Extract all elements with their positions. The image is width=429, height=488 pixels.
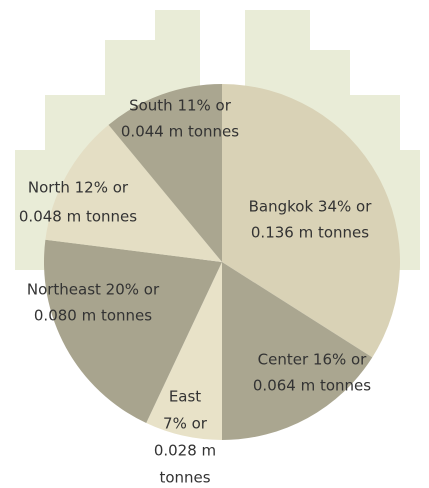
data-label: 0.048 m tonnes — [19, 208, 137, 226]
data-label: East — [169, 388, 201, 406]
pie — [44, 84, 400, 440]
data-label: 0.028 m — [154, 442, 216, 460]
pie-slice — [45, 124, 223, 263]
pie-slice — [108, 84, 222, 262]
data-label: Center 16% or — [258, 351, 368, 369]
pie-slice — [222, 84, 400, 358]
data-label: South 11% or — [129, 97, 232, 115]
labels: Bangkok 34% or 0.136 m tonnes Center 16% o… — [19, 97, 372, 487]
data-label: Bangkok 34% or — [249, 198, 373, 216]
data-label: 0.136 m tonnes — [251, 224, 369, 242]
data-label: 0.044 m tonnes — [121, 123, 239, 141]
data-label: Northeast 20% or — [27, 281, 160, 299]
data-label: North 12% or — [28, 179, 129, 197]
data-label: 0.080 m tonnes — [34, 307, 152, 325]
data-label: 7% or — [163, 415, 208, 433]
pie-slice — [44, 239, 223, 424]
pie-slice — [146, 262, 222, 440]
data-label: 0.064 m tonnes — [253, 377, 371, 395]
pie-slice — [222, 262, 373, 440]
data-label: tonnes — [159, 469, 210, 487]
